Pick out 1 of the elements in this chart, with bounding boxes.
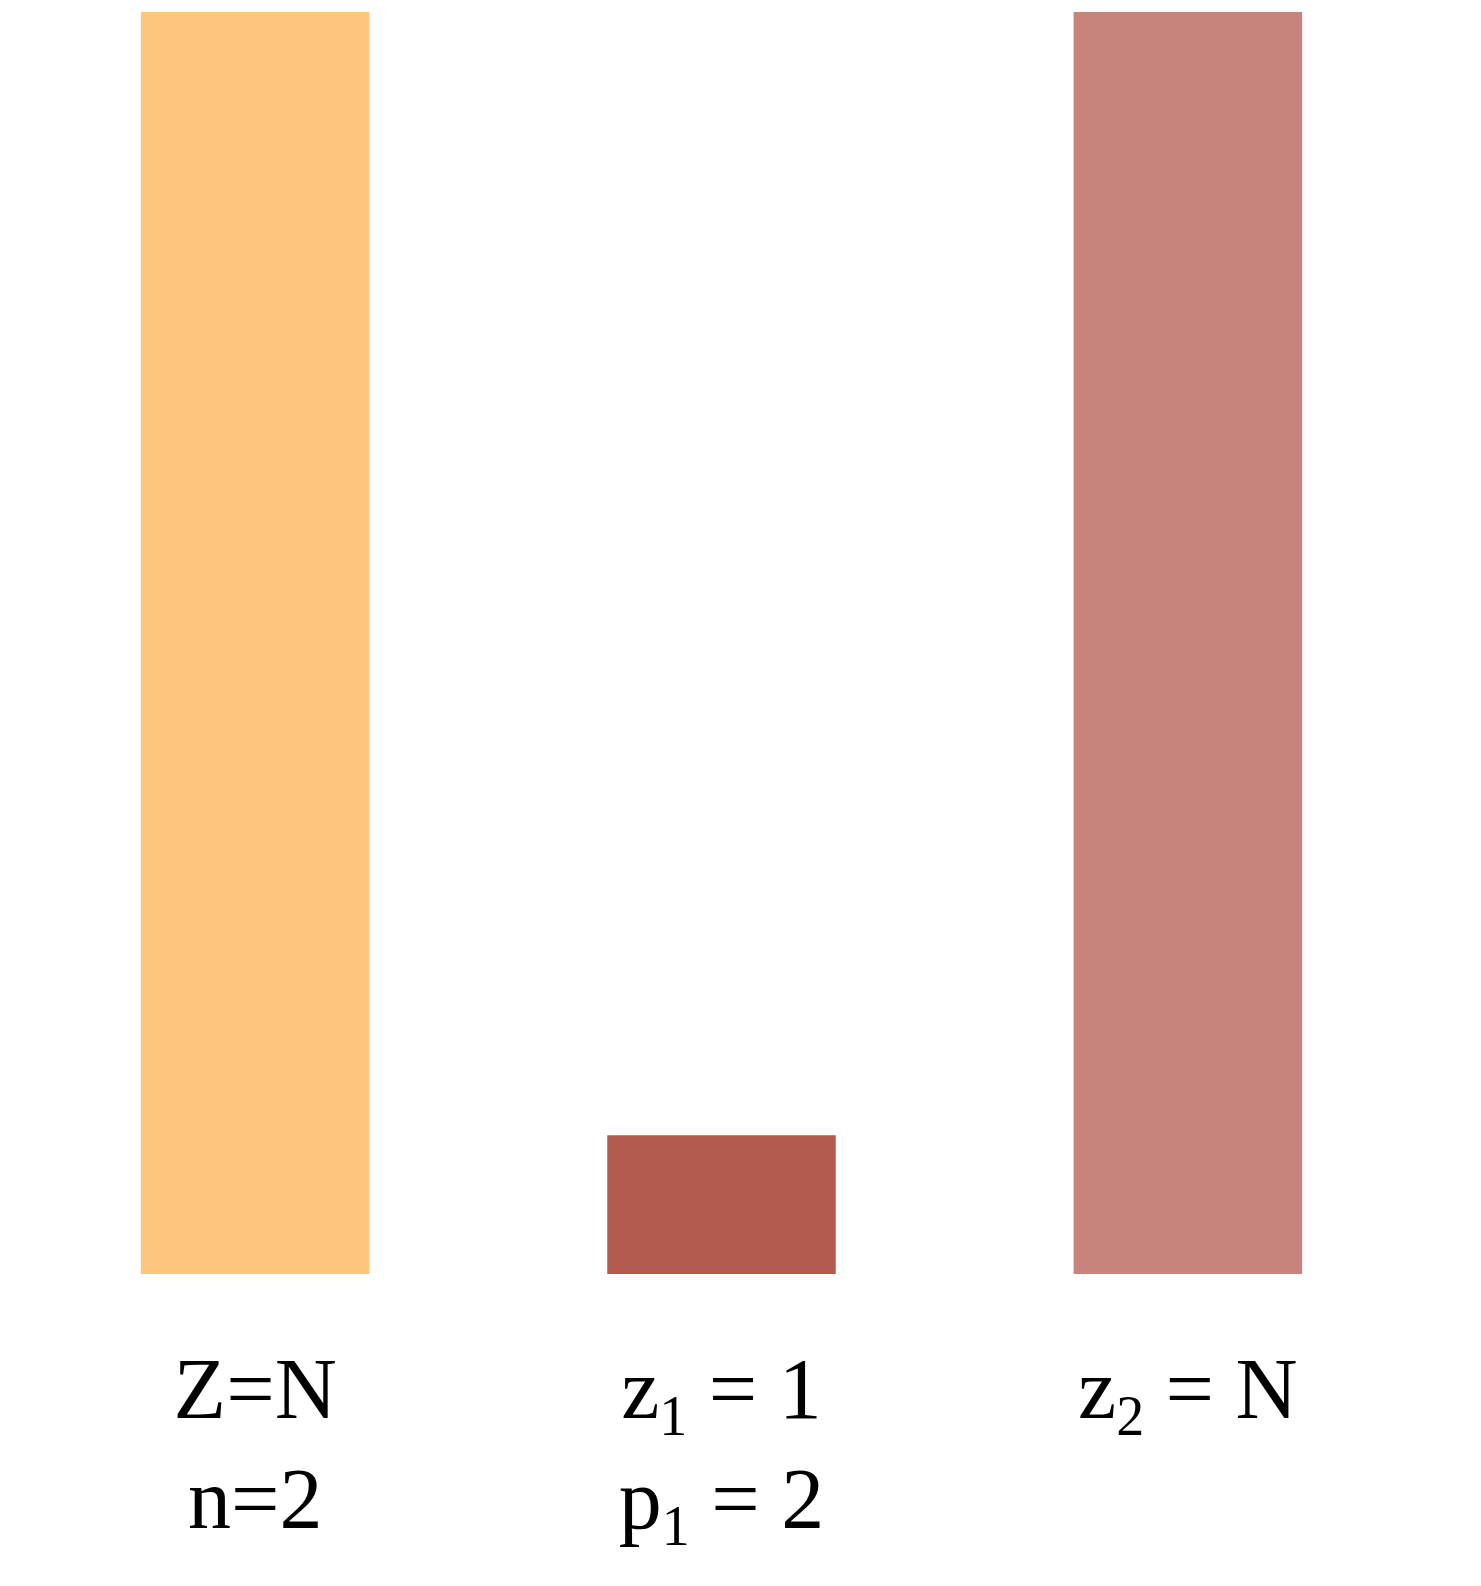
- x-tick-label: Z=N n=2: [173, 1341, 337, 1547]
